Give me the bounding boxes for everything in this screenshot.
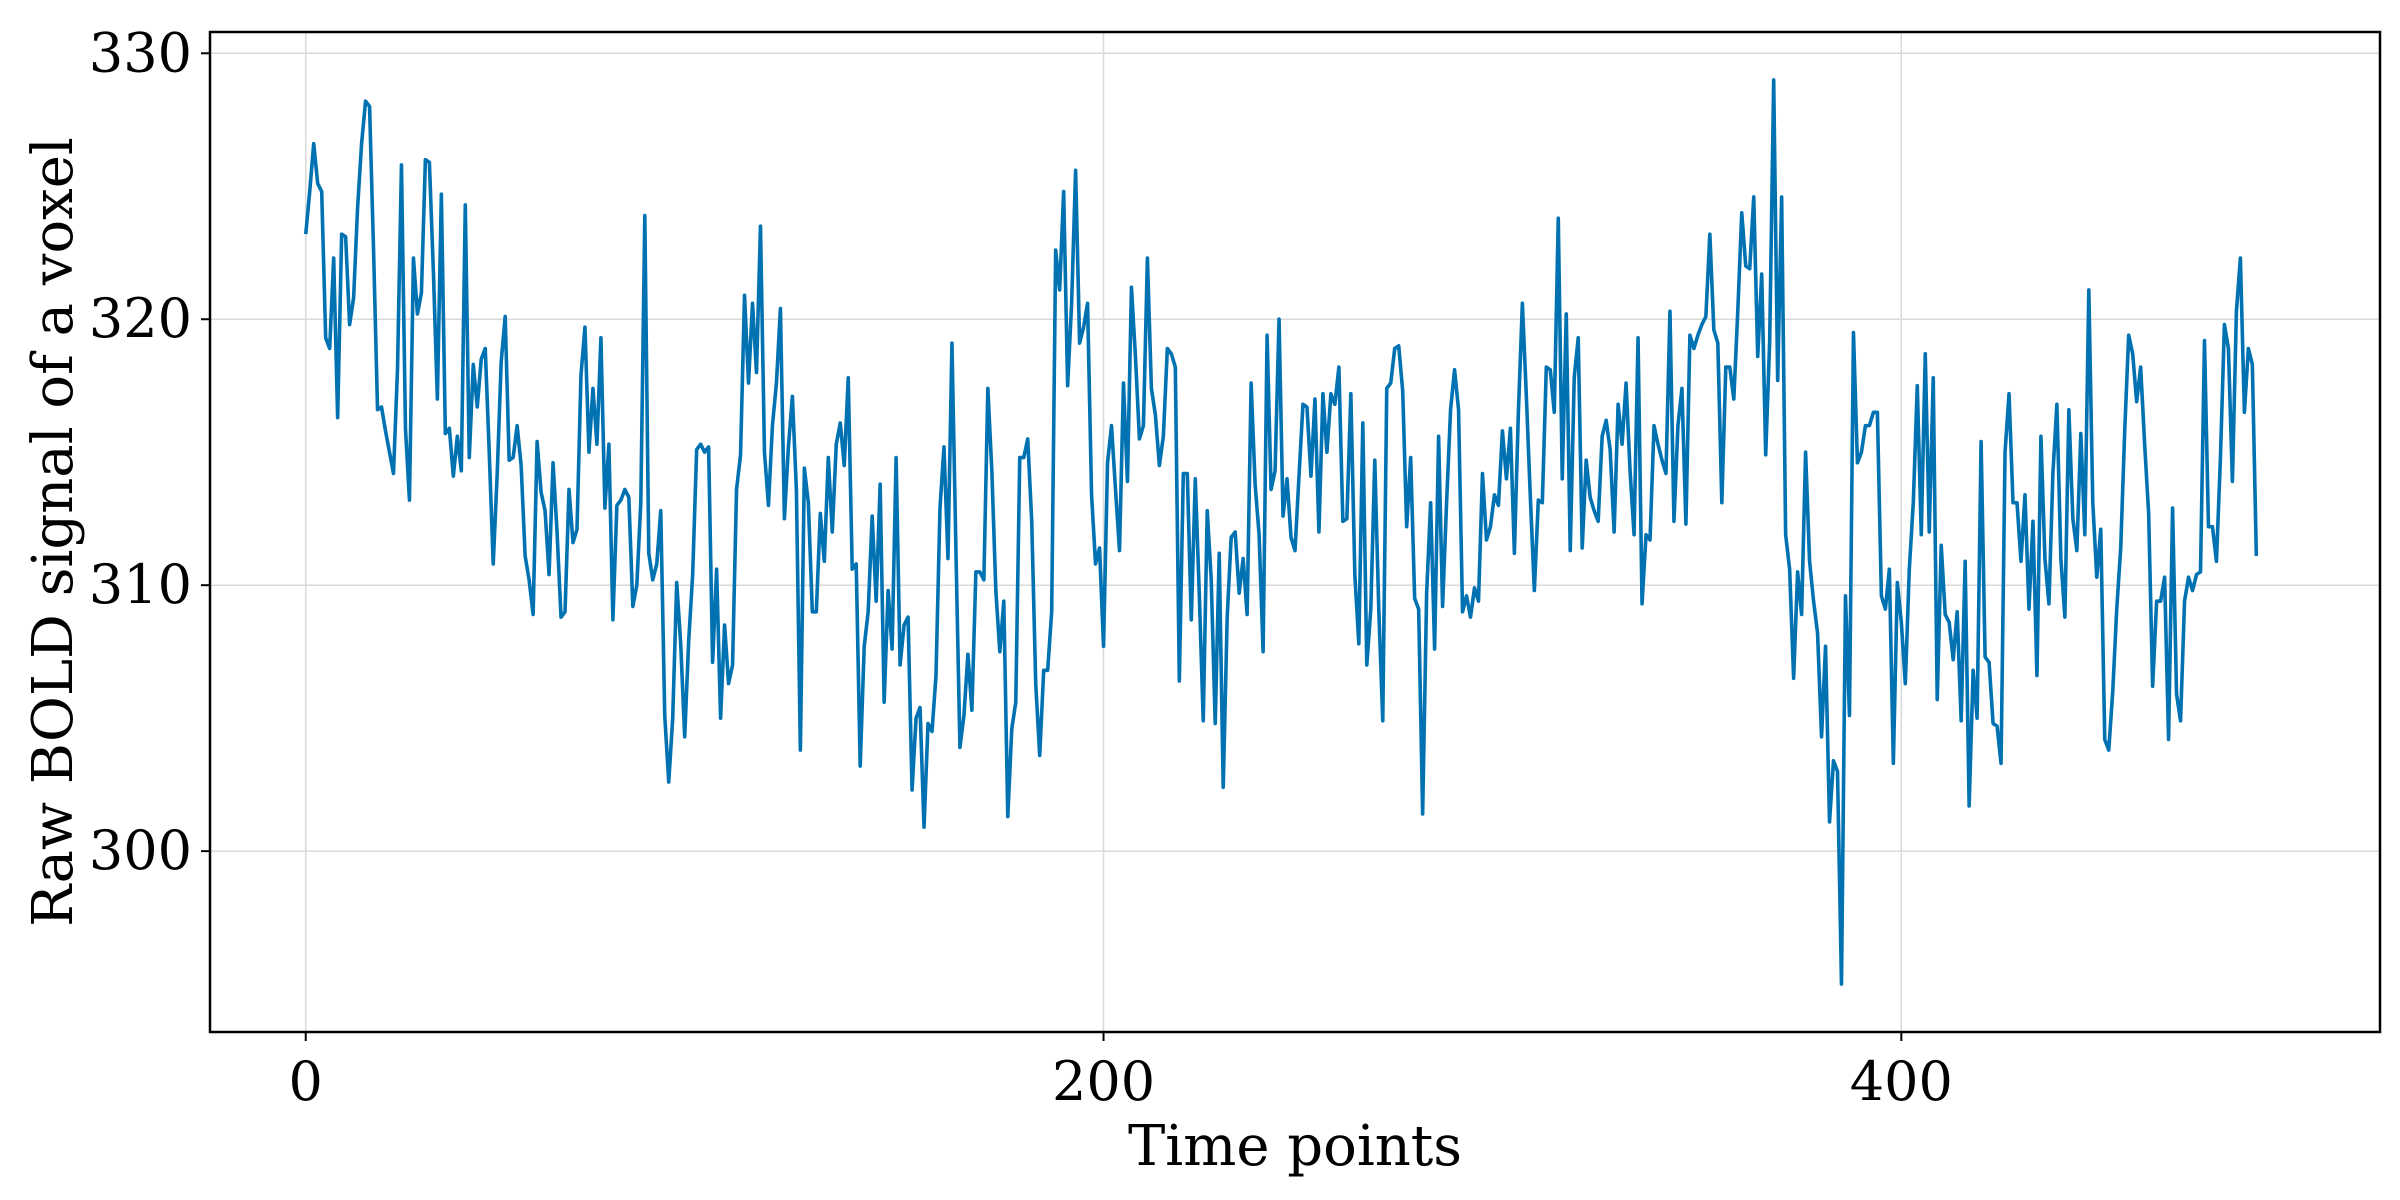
y-tick-label: 320 bbox=[89, 287, 192, 350]
x-tick-label: 0 bbox=[289, 1050, 323, 1113]
plot-frame bbox=[208, 30, 2382, 1034]
y-tick-label: 310 bbox=[89, 553, 192, 616]
axis-ticks: 0 200 400 300 310 320 330 bbox=[89, 21, 1953, 1113]
x-tick-label: 400 bbox=[1850, 1050, 1953, 1113]
y-tick-label: 330 bbox=[89, 21, 192, 84]
x-axis-label: Time points bbox=[1128, 1114, 1462, 1179]
y-axis-label: Raw BOLD signal of a voxel bbox=[21, 137, 86, 927]
series-line bbox=[303, 78, 2259, 986]
x-tick-label: 200 bbox=[1052, 1050, 1155, 1113]
y-tick-label: 300 bbox=[89, 819, 192, 882]
grid-lines bbox=[210, 32, 2380, 1032]
